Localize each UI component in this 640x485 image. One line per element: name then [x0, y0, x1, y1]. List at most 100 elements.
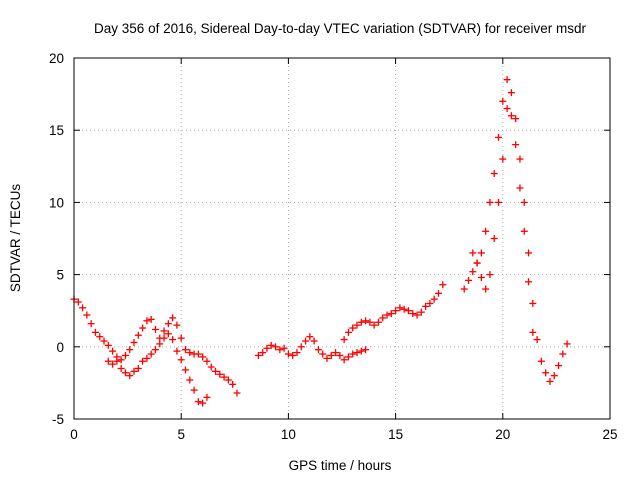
data-point — [96, 333, 104, 341]
data-point — [434, 289, 442, 297]
data-point — [482, 285, 490, 293]
data-point — [169, 314, 177, 322]
data-point — [156, 340, 164, 348]
data-point — [349, 350, 357, 358]
data-point — [362, 317, 370, 325]
x-tick-label: 10 — [281, 427, 296, 442]
data-point — [212, 367, 220, 375]
data-point — [392, 307, 400, 315]
data-point — [516, 155, 524, 163]
data-point — [79, 304, 87, 312]
data-point — [186, 349, 194, 357]
data-point — [134, 331, 142, 339]
data-point — [357, 347, 365, 355]
data-point — [293, 349, 301, 357]
data-point — [160, 334, 168, 342]
x-tick-label: 20 — [495, 427, 510, 442]
data-point — [284, 350, 292, 358]
data-point — [387, 310, 395, 318]
data-point — [400, 305, 408, 313]
data-point — [280, 344, 288, 352]
data-point — [422, 302, 430, 310]
data-point — [314, 346, 322, 354]
data-point — [512, 141, 520, 149]
x-tick-label: 5 — [177, 427, 185, 442]
data-point — [173, 347, 181, 355]
data-point — [177, 334, 185, 342]
data-point — [173, 321, 181, 329]
data-point — [332, 349, 340, 357]
y-tick-label: 0 — [56, 340, 64, 355]
data-point — [477, 273, 485, 281]
data-point — [310, 337, 318, 345]
data-point — [216, 370, 224, 378]
data-point — [126, 346, 134, 354]
data-point — [379, 314, 387, 322]
data-point — [430, 295, 438, 303]
data-point — [516, 184, 524, 192]
data-point — [220, 373, 228, 381]
axes: 0 5 10 15 20 25 -5 0 5 10 15 20 — [49, 51, 618, 442]
data-point — [370, 321, 378, 329]
data-point — [336, 351, 344, 359]
data-point — [104, 341, 112, 349]
data-point — [525, 249, 533, 257]
data-point — [464, 276, 472, 284]
data-point — [143, 317, 151, 325]
data-point — [417, 308, 425, 316]
data-point — [426, 299, 434, 307]
data-point — [319, 350, 327, 358]
data-point — [525, 278, 533, 286]
data-point — [503, 76, 511, 84]
data-point — [130, 338, 138, 346]
data-point — [160, 327, 168, 335]
data-point — [344, 328, 352, 336]
data-point — [190, 386, 198, 394]
data-point — [83, 311, 91, 319]
data-point — [302, 337, 310, 345]
data-point — [477, 249, 485, 257]
data-point — [272, 343, 280, 351]
data-point — [353, 321, 361, 329]
data-point — [207, 363, 215, 371]
data-point — [499, 155, 507, 163]
data-point — [507, 112, 515, 120]
data-point — [482, 227, 490, 235]
data-point — [306, 333, 314, 341]
data-point — [199, 399, 207, 407]
data-point — [194, 398, 202, 406]
data-point — [520, 198, 528, 206]
data-point — [203, 357, 211, 365]
plot-frame — [73, 57, 611, 420]
grid — [74, 58, 610, 419]
data-point — [499, 97, 507, 105]
data-point — [366, 318, 374, 326]
data-point — [181, 346, 189, 354]
data-point — [563, 340, 571, 348]
data-point — [147, 350, 155, 358]
data-point — [413, 311, 421, 319]
data-point — [529, 299, 537, 307]
data-point — [267, 341, 275, 349]
data-point — [357, 318, 365, 326]
data-point — [233, 389, 241, 397]
data-point — [486, 198, 494, 206]
data-point — [186, 376, 194, 384]
data-point — [550, 372, 558, 380]
data-point — [109, 347, 117, 355]
data-point — [542, 369, 550, 377]
data-point — [147, 315, 155, 323]
data-point — [164, 330, 172, 338]
data-point — [559, 350, 567, 358]
y-tick-label: 20 — [49, 51, 64, 66]
data-point — [143, 354, 151, 362]
y-tick-label: 5 — [56, 268, 64, 283]
data-point — [349, 324, 357, 332]
data-point — [469, 268, 477, 276]
data-point — [177, 356, 185, 364]
data-point — [340, 336, 348, 344]
data-point — [263, 344, 271, 352]
data-point — [340, 356, 348, 364]
data-point — [374, 318, 382, 326]
